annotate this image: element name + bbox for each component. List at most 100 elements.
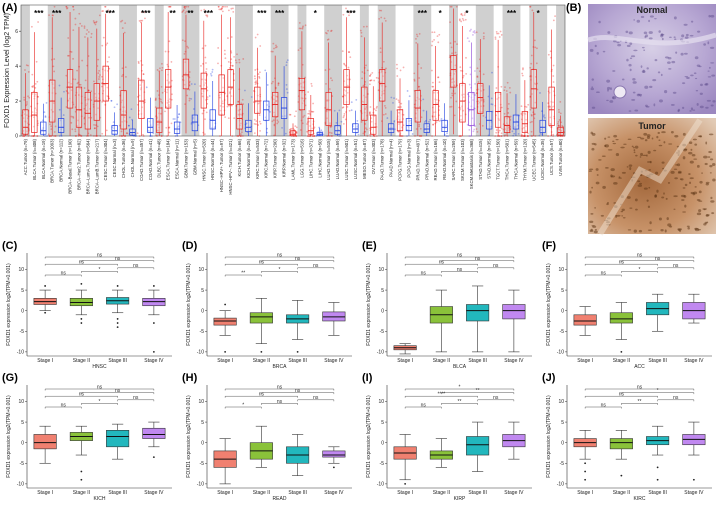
- panel-a-box: [307, 118, 314, 135]
- panel-a-data-point: [419, 127, 422, 130]
- panel-a-box: [254, 86, 261, 114]
- panel-a-data-point: [293, 128, 296, 131]
- panel-a-data-point: [521, 74, 524, 77]
- panel-a-data-point: [370, 79, 373, 82]
- panel-a-data-point: [238, 61, 241, 64]
- panel-a-data-point: [158, 67, 161, 70]
- panel-a-data-point: [306, 130, 309, 133]
- normal-nucleus: [606, 86, 611, 90]
- panel-a-x-tick-label: CHOL.Tumor (n=36): [121, 138, 126, 178]
- panel-a-data-point: [124, 66, 127, 69]
- tumor-nucleus: [711, 163, 716, 167]
- tumor-nucleus: [709, 164, 713, 168]
- box: [33, 434, 57, 450]
- panel-a-data-point: [32, 135, 35, 137]
- tumor-nucleus: [647, 229, 653, 231]
- x-tick-label: Stage IV: [684, 358, 704, 364]
- panel-a-data-point: [174, 135, 177, 137]
- panel-a-data-point: [233, 56, 235, 58]
- panel-a-data-point: [375, 109, 377, 112]
- panel-a-data-point: [428, 120, 430, 123]
- normal-nucleus: [629, 68, 632, 72]
- comparison-label: *: [279, 267, 281, 273]
- comparison-label: *: [99, 399, 101, 405]
- panel-a-x-tick-label: THCA.Normal (n=59): [513, 138, 518, 179]
- panel-a-data-point: [182, 10, 184, 13]
- panel-a-data-point: [230, 95, 233, 97]
- tumor-nucleus: [644, 139, 648, 142]
- panel-a-data-point: [365, 128, 368, 131]
- panel-a-data-point: [536, 88, 539, 91]
- panel-a-data-point: [83, 27, 86, 29]
- panel-a-data-point: [79, 134, 82, 137]
- panel-a-box: [245, 119, 252, 132]
- panel-a-data-point: [125, 75, 127, 78]
- tumor-nucleus: [594, 229, 598, 231]
- panel-a-data-point: [355, 98, 358, 101]
- tumor-nucleus: [694, 186, 697, 188]
- panel-a-shade-band: [21, 5, 30, 136]
- panel-a-data-point: [44, 115, 47, 118]
- panel-a-data-point: [481, 99, 483, 101]
- panel-a-data-point: [433, 88, 435, 91]
- panel-a-data-point: [158, 70, 161, 73]
- panel-a-data-point: [396, 75, 399, 77]
- panel-a-data-point: [328, 135, 331, 137]
- panel-a-data-point: [415, 41, 418, 44]
- tumor-nucleus: [623, 143, 627, 145]
- panel-label-c: (C): [2, 240, 18, 252]
- panel-a-data-point: [344, 118, 347, 121]
- panel-a-data-point: [166, 91, 168, 94]
- panel-a-data-point: [393, 128, 396, 131]
- panel-a-data-point: [346, 91, 349, 94]
- panel-a-data-point: [53, 58, 56, 60]
- panel-a-data-point: [329, 125, 332, 128]
- panel-a-data-point: [200, 9, 203, 12]
- normal-nucleus: [710, 104, 714, 107]
- panel-a-x-tick-label: BRCA−Basal.Tumor (n=190): [68, 138, 73, 193]
- panel-a-data-point: [557, 120, 560, 123]
- panel-a-data-point: [217, 47, 220, 49]
- tumor-nucleus: [707, 156, 711, 158]
- panel-a-data-point: [271, 50, 274, 53]
- panel-a-data-point: [90, 36, 93, 39]
- panel-a-data-point: [490, 103, 493, 106]
- panel-a-data-point: [222, 77, 225, 79]
- y-tick-label: 10: [558, 267, 564, 273]
- panel-a-data-point: [160, 100, 163, 103]
- panel-a-data-point: [400, 135, 403, 137]
- panel-a-data-point: [105, 44, 107, 46]
- panel-a-x-tick-label: STAD.Normal (n=35): [487, 138, 492, 178]
- y-tick-label: 0: [21, 308, 24, 314]
- panel-a-data-point: [554, 15, 556, 18]
- panel-a-data-point: [308, 110, 311, 112]
- panel-a-data-point: [529, 121, 532, 124]
- normal-nucleus: [680, 52, 684, 56]
- panel-a-data-point: [44, 135, 46, 137]
- panel-a-data-point: [422, 109, 425, 112]
- tumor-nucleus: [593, 230, 598, 234]
- panel-a-data-point: [494, 135, 497, 137]
- panel-a-data-point: [255, 81, 258, 84]
- outlier-point: [584, 462, 587, 465]
- panel-a-data-point: [413, 79, 416, 82]
- panel-a-data-point: [378, 9, 381, 12]
- panel-a-data-point: [418, 85, 421, 88]
- panel-a-data-point: [285, 61, 288, 64]
- panel-a-data-point: [104, 5, 106, 8]
- tumor-nucleus: [590, 131, 594, 135]
- panel-a-data-point: [125, 132, 128, 134]
- panel-a-x-tick-label: ESCA.Normal (n=11): [175, 138, 180, 179]
- normal-nucleus: [591, 78, 595, 81]
- panel-a-data-point: [369, 112, 371, 115]
- panel-a-data-point: [540, 110, 543, 113]
- panel-a-data-point: [35, 60, 38, 63]
- panel-a-data-point: [431, 40, 434, 43]
- outlier-point: [404, 482, 407, 485]
- normal-nucleus: [610, 87, 612, 91]
- panel-a-significance-stars: ***: [418, 9, 428, 18]
- panel-a-data-point: [75, 135, 77, 137]
- panel-a-data-point: [48, 135, 51, 137]
- panel-a-data-point: [259, 45, 262, 47]
- panel-a-significance-stars: ***: [275, 9, 285, 18]
